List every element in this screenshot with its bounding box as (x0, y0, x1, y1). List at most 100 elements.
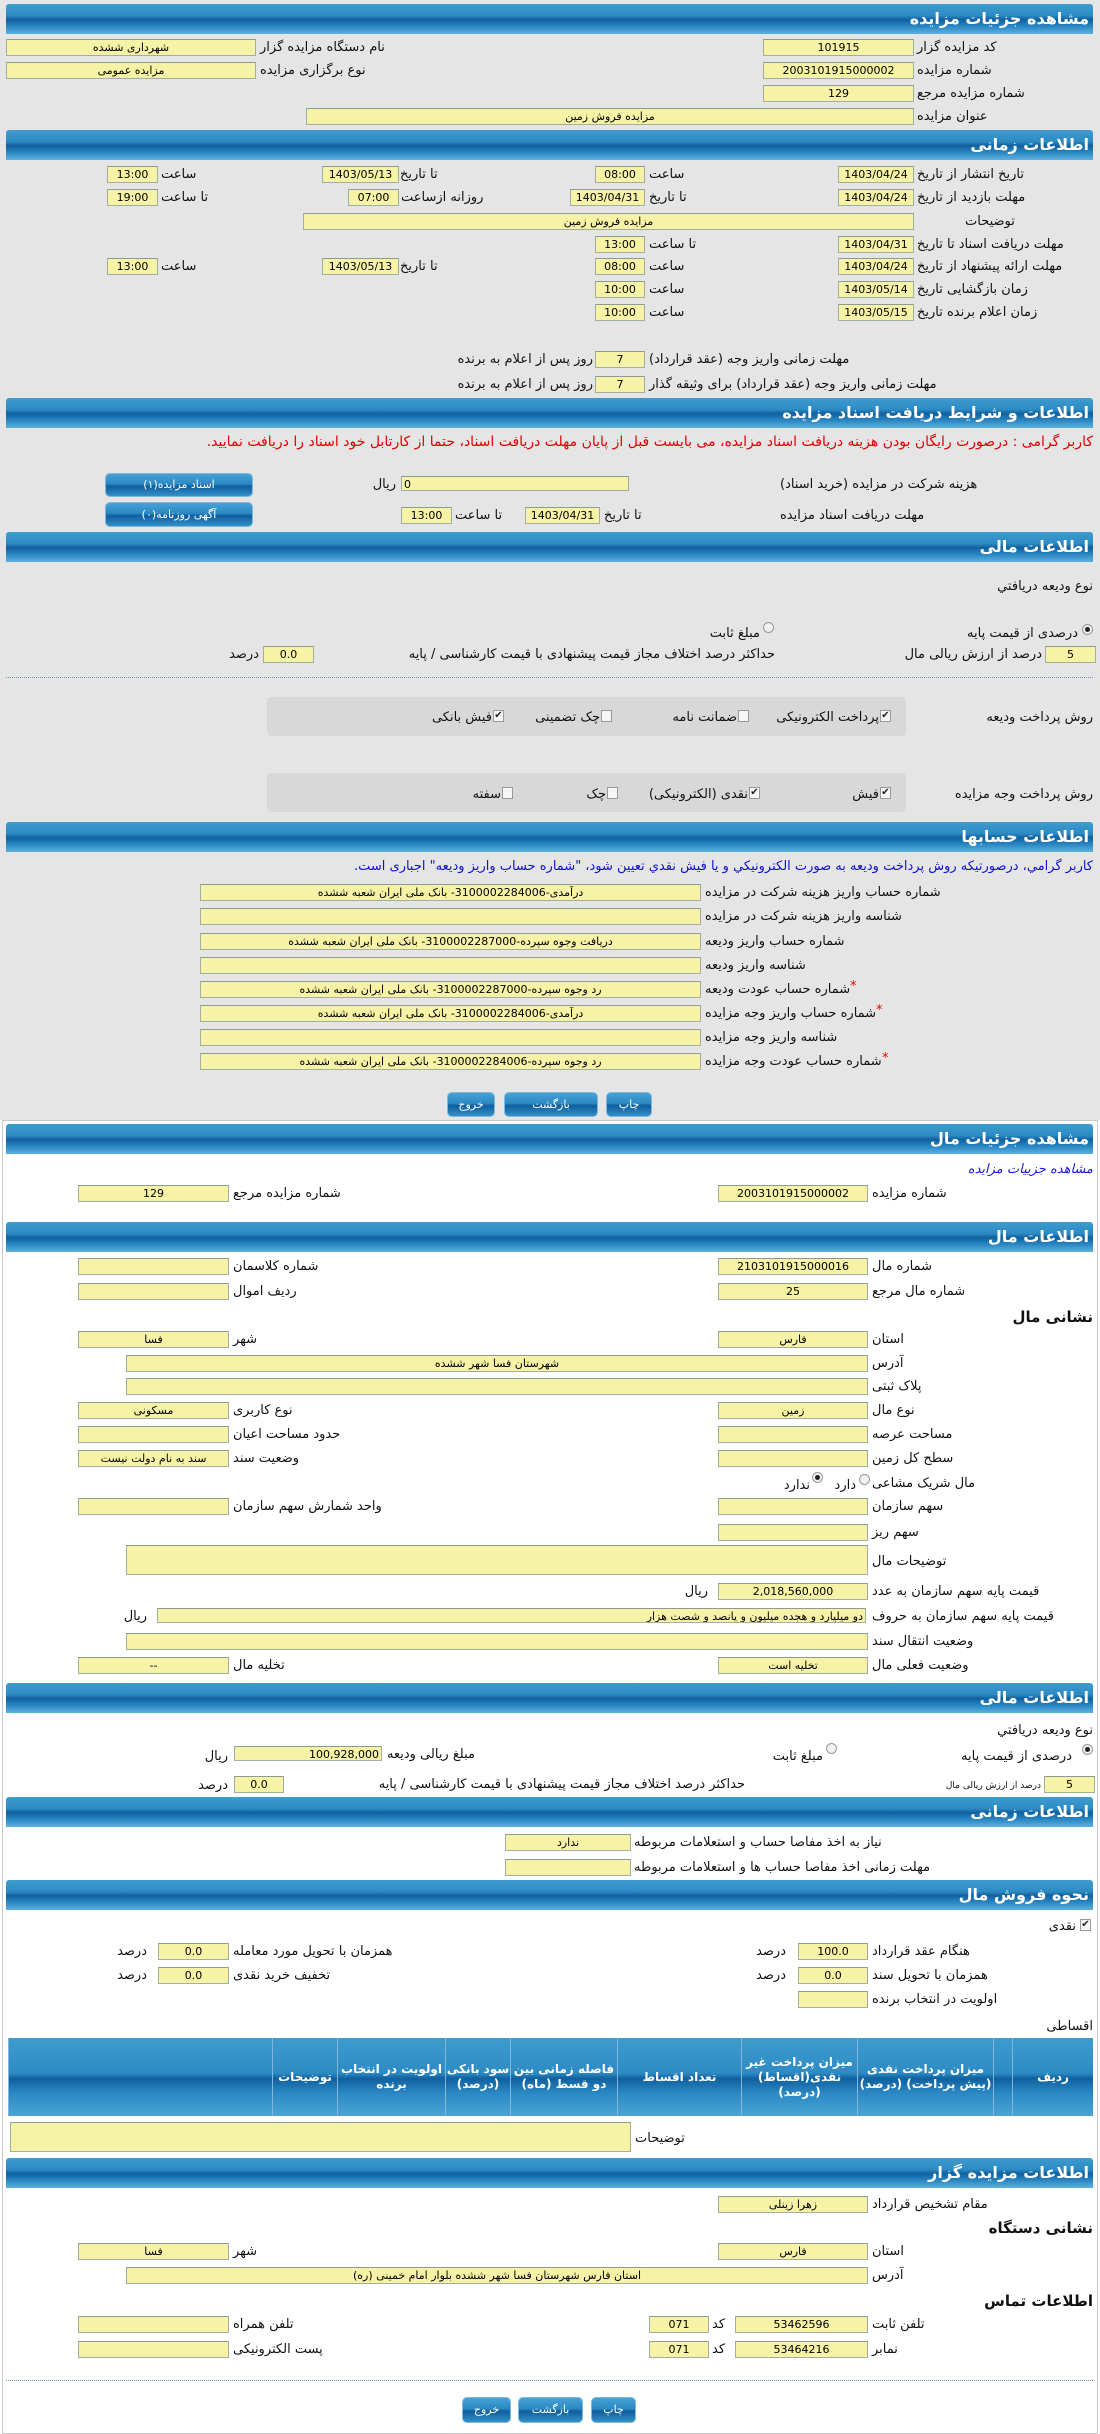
item-info-transfer-field[interactable] (126, 1633, 868, 1650)
financial-percent-value-field[interactable]: 5 (1045, 646, 1096, 663)
auction-details-link[interactable]: مشاهده جزییات مزایده (967, 1162, 1093, 1177)
auction-title-field[interactable]: مزایده فروش زمین (306, 108, 914, 125)
payment-method-checkbox[interactable] (607, 787, 618, 799)
exit-button[interactable]: خروج (462, 2397, 511, 2423)
timing-desc-field[interactable]: مزایده فروش زمین (303, 213, 914, 230)
timing-opening-time-field[interactable]: 10:00 (595, 281, 645, 298)
seller-city-field[interactable]: فسا (78, 2243, 229, 2260)
seller-authority-field[interactable]: زهرا زینلی (718, 2196, 868, 2213)
accounts-rows-6-value-field[interactable] (200, 1029, 701, 1046)
payment-method-checkbox[interactable]: ✔ (880, 787, 891, 799)
timing-pay-guarantor-days-field[interactable]: 7 (595, 376, 645, 393)
sale-delivery-field[interactable]: 0.0 (158, 1943, 229, 1960)
item-info-deed-field[interactable]: سند به نام دولت نیست (78, 1450, 229, 1467)
timing-winner-time-field[interactable]: 10:00 (595, 304, 645, 321)
item-info-subshare-field[interactable] (718, 1524, 868, 1541)
item-info-city-field[interactable]: فسا (78, 1331, 229, 1348)
seller-province-field[interactable]: فارس (718, 2243, 868, 2260)
seller-phone-code-field[interactable]: 071 (649, 2316, 709, 2333)
item-info-row-field[interactable] (78, 1283, 229, 1300)
timing-visit-daily-to-field[interactable]: 19:00 (107, 189, 158, 206)
accounts-rows-7-value-field[interactable]: رد وجوه سپرده-3100002284006- بانک ملی ای… (200, 1053, 701, 1070)
item-fin-deposit-amount-field[interactable]: 100,928,000 (234, 1746, 382, 1761)
item-info-desc-field[interactable] (126, 1545, 868, 1575)
sale-contract-field[interactable]: 100.0 (798, 1943, 868, 1960)
deposit-method-checkbox[interactable] (601, 710, 612, 722)
item-info-class-field[interactable] (78, 1258, 229, 1275)
payment-method-checkbox[interactable]: ✔ (749, 787, 760, 799)
timing-visit-to-field[interactable]: 1403/04/31 (570, 189, 645, 206)
deposit-method-checkbox[interactable] (738, 710, 749, 722)
auction-number-field[interactable]: 2003101915000002 (763, 62, 914, 79)
print-button[interactable]: چاپ (606, 1092, 652, 1117)
accounts-rows-1-value-field[interactable] (200, 908, 701, 925)
timing-visit-daily-from-field[interactable]: 07:00 (348, 189, 399, 206)
item-ref-field[interactable]: 129 (78, 1185, 229, 1202)
item-info-building-field[interactable] (78, 1426, 229, 1443)
item-info-price-words-field[interactable]: دو میلیارد و هجده میلیون و پانصد و شصت ه… (157, 1608, 866, 1623)
timing-winner-date-field[interactable]: 1403/05/15 (838, 304, 914, 321)
timing-publish-from-field[interactable]: 1403/04/24 (838, 166, 914, 183)
timing-offer-from-time-field[interactable]: 08:00 (595, 258, 645, 275)
seller-fax-code-field[interactable]: 071 (649, 2341, 709, 2358)
documents-deadline-time-field[interactable]: 13:00 (401, 507, 452, 524)
item-info-item-ref-field[interactable]: 25 (718, 1283, 868, 1300)
item-info-plaque-field[interactable] (126, 1378, 868, 1395)
back-button[interactable]: بازگشت (518, 2397, 583, 2423)
item-info-share-unit-field[interactable] (78, 1498, 229, 1515)
payment-method-checkbox[interactable] (502, 787, 513, 799)
accounts-rows-0-value-field[interactable]: درآمدی-3100002284006- بانک ملی ایران شعب… (200, 884, 701, 901)
timing-publish-to-time-field[interactable]: 13:00 (107, 166, 158, 183)
fixed-amount-radio[interactable] (763, 622, 774, 633)
newspaper-ad-button[interactable]: آگهی روزنامه(۰) (105, 502, 253, 527)
timing-docs-time-field[interactable]: 13:00 (595, 236, 645, 253)
accounts-rows-4-value-field[interactable]: رد وجوه سپرده-3100002287000- بانک ملی ای… (200, 981, 701, 998)
item-info-item-no-field[interactable]: 2103101915000016 (718, 1258, 868, 1275)
exit-button[interactable]: خروج (447, 1092, 495, 1117)
seller-address-field[interactable]: استان فارس شهرستان فسا شهر ششده بلوار ام… (126, 2267, 868, 2284)
sale-discount-field[interactable]: 0.0 (158, 1967, 229, 1984)
shared-yes-radio[interactable] (859, 1474, 870, 1485)
accounts-rows-2-value-field[interactable]: دریافت وجوه سپرده-3100002287000- بانک مل… (200, 933, 701, 950)
accounts-rows-3-value-field[interactable] (200, 957, 701, 974)
sale-desc-field[interactable] (10, 2122, 631, 2152)
timing-publish-to-field[interactable]: 1403/05/13 (322, 166, 399, 183)
print-button[interactable]: چاپ (591, 2397, 636, 2423)
deposit-method-checkbox[interactable]: ✔ (493, 710, 504, 722)
documents-fee-field[interactable]: 0 (401, 476, 629, 491)
sale-deed-field[interactable]: 0.0 (798, 1967, 868, 1984)
auction-org-field[interactable]: شهرداری ششده (6, 39, 256, 56)
item-info-status-field[interactable]: تخلیه است (718, 1657, 868, 1674)
deposit-method-checkbox[interactable]: ✔ (880, 710, 891, 722)
timing-docs-to-field[interactable]: 1403/04/31 (838, 236, 914, 253)
timing-publish-from-time-field[interactable]: 08:00 (595, 166, 645, 183)
percent-of-base-radio[interactable] (1082, 1744, 1093, 1755)
percent-of-base-radio[interactable] (1082, 624, 1093, 635)
seller-fax-field[interactable]: 53464216 (735, 2341, 868, 2358)
back-button[interactable]: بازگشت (504, 1092, 598, 1117)
accounts-rows-5-value-field[interactable]: درآمدی-3100002284006- بانک ملی ایران شعب… (200, 1005, 701, 1022)
item-info-province-field[interactable]: فارس (718, 1331, 868, 1348)
timing-visit-from-field[interactable]: 1403/04/24 (838, 189, 914, 206)
auction-ref-field[interactable]: 129 (763, 85, 914, 102)
item-time-clearance-field[interactable]: ندارد (505, 1834, 631, 1851)
item-number-field[interactable]: 2003101915000002 (718, 1185, 868, 1202)
item-info-kind-field[interactable]: زمین (718, 1402, 868, 1419)
timing-opening-date-field[interactable]: 1403/05/14 (838, 281, 914, 298)
item-info-evac-field[interactable]: -- (78, 1657, 229, 1674)
item-info-share-field[interactable] (718, 1498, 868, 1515)
item-info-usage-field[interactable]: مسکونی (78, 1402, 229, 1419)
timing-offer-from-field[interactable]: 1403/04/24 (838, 258, 914, 275)
seller-email-field[interactable] (78, 2341, 229, 2358)
cash-checkbox[interactable]: ✔ (1080, 1919, 1091, 1931)
timing-pay-contract-days-field[interactable]: 7 (595, 351, 645, 368)
auction-type-field[interactable]: مزایده عمومی (6, 62, 256, 79)
fixed-amount-radio[interactable] (826, 1743, 837, 1754)
auction-code-field[interactable]: 101915 (763, 39, 914, 56)
seller-phone-field[interactable]: 53462596 (735, 2316, 868, 2333)
seller-mobile-field[interactable] (78, 2316, 229, 2333)
item-info-price-num-field[interactable]: 2,018,560,000 (718, 1583, 868, 1600)
item-time-clearance-deadline-field[interactable] (505, 1859, 631, 1876)
timing-offer-to-time-field[interactable]: 13:00 (107, 258, 158, 275)
item-info-address-field[interactable]: شهرستان فسا شهر ششده (126, 1355, 868, 1372)
